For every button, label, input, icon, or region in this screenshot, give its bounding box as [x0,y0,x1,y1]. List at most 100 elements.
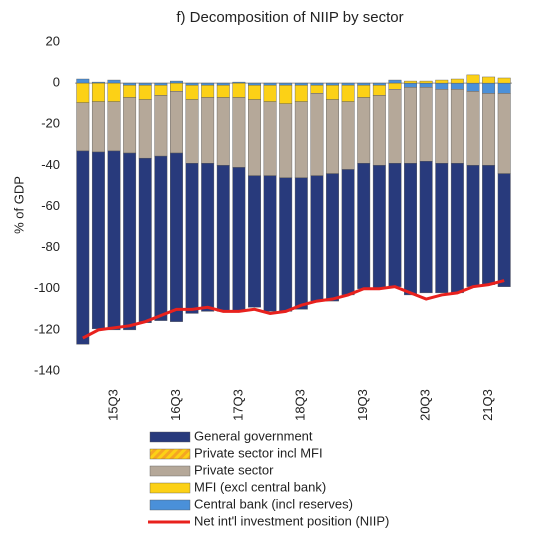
legend-label: Private sector incl MFI [194,445,323,460]
bar [107,82,121,102]
chart-title: f) Decomposition of NIIP by sector [176,9,403,26]
y-axis-label: % of GDP [11,176,26,234]
bar [170,80,183,84]
bar [201,97,215,164]
bar [435,163,449,294]
bar [248,82,261,86]
bar [123,82,137,86]
bar [279,84,293,104]
bar [263,101,277,176]
bar [435,82,449,90]
x-tick-label: 21Q3 [480,389,495,421]
y-tick-label: -20 [41,116,60,131]
bar [466,165,480,287]
bar [310,84,324,94]
bar [435,79,449,84]
bar [341,169,355,296]
bar [404,80,417,84]
bar [497,77,511,84]
bar [201,82,215,86]
bar [263,175,277,312]
legend-swatch [149,465,191,477]
y-tick-label: -100 [34,280,60,295]
bar [107,79,121,84]
bar [341,82,355,86]
bar [326,84,339,100]
bar [388,79,402,84]
x-tick-label: 18Q3 [293,389,308,421]
bar [232,82,246,98]
bar [341,84,355,102]
x-tick-label: 16Q3 [168,389,183,421]
x-tick-label: 20Q3 [418,389,433,421]
bar [76,78,90,84]
bar [326,82,339,86]
bar [216,165,230,312]
bar [76,102,90,152]
bar [91,82,105,102]
bar [170,82,183,92]
bar [482,165,496,285]
bar [450,163,464,294]
bar [138,84,152,100]
bar [466,91,480,166]
bar [357,82,371,86]
bar [263,82,277,86]
bar [248,175,261,308]
y-tick-label: -80 [41,239,60,254]
bar [450,89,464,164]
bar [294,177,308,310]
bar [123,97,137,154]
x-tick-label: 15Q3 [105,389,120,421]
legend-swatch [149,499,191,511]
bar [185,99,199,164]
bar [497,82,511,94]
y-tick-label: -140 [34,362,60,377]
bar [435,89,449,164]
bar [466,82,480,92]
legend-label: MFI (excl central bank) [194,479,326,494]
bar [450,82,464,90]
bar [216,97,230,166]
bar [216,82,230,86]
bar [185,84,199,100]
bar [419,82,433,88]
bar [357,84,371,98]
bar [154,82,168,86]
bar [497,173,511,287]
bar [185,82,199,86]
legend-label: Net int'l investment position (NIIP) [194,513,389,528]
bar [388,163,402,287]
bar [310,82,324,86]
bar [154,84,168,96]
legend-swatch [149,482,191,494]
bar [388,82,402,90]
bar [372,82,386,86]
bar [123,84,137,98]
bar [263,84,277,102]
bar [76,150,90,345]
bar [91,151,105,330]
bar [216,84,230,98]
bar [201,84,215,98]
bar [310,93,324,176]
bar [248,99,261,176]
bar [341,101,355,170]
bar [294,82,308,86]
legend-label: Central bank (incl reserves) [194,496,353,511]
bar [466,74,480,84]
bar [170,152,183,322]
bar [107,101,121,152]
y-tick-label: 0 [53,75,60,90]
bar [138,82,152,86]
bar [497,93,511,174]
x-tick-label: 17Q3 [230,389,245,421]
bar [138,157,152,323]
bar [404,163,417,296]
y-tick-label: -120 [34,321,60,336]
legend-swatch [149,431,191,443]
y-tick-label: -40 [41,157,60,172]
bar [372,95,386,166]
legend-swatch [149,448,191,460]
